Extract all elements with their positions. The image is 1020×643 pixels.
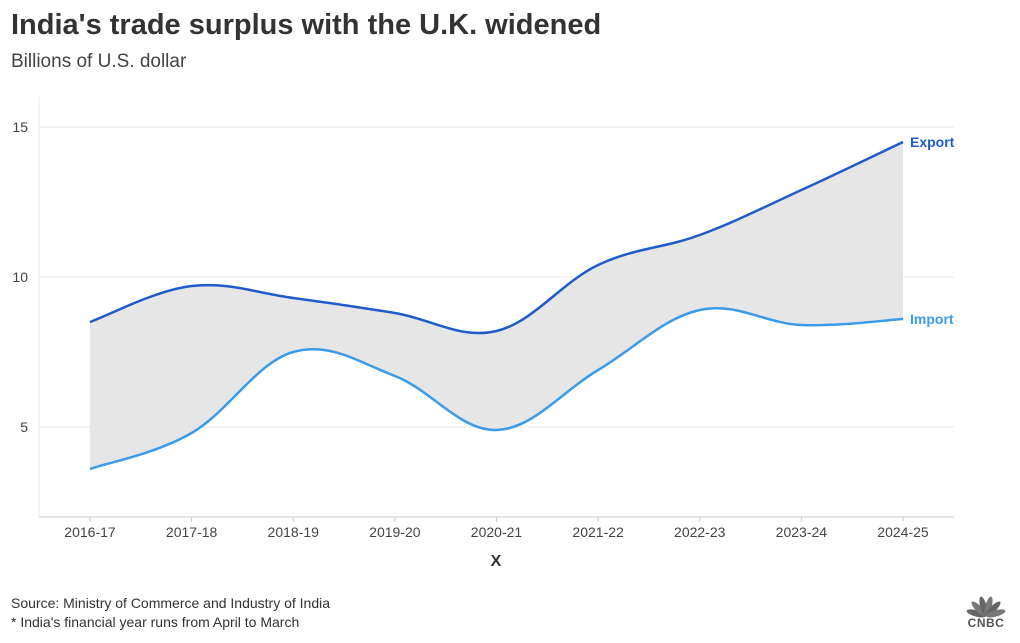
import-series-label: Import [910,311,954,327]
line-layer [89,140,904,471]
peacock-icon [966,596,1006,618]
line-chart: 5 10 15 2016-17 2017-18 2018-19 2019-20 2020-21… [12,97,955,570]
x-tick-label: 2020-21 [471,524,523,540]
y-tick-label: 10 [12,269,28,285]
x-tick-label: 2024-25 [877,524,929,540]
x-tick-label: 2018-19 [268,524,320,540]
logo-text: CNBC [967,616,1005,630]
surplus-band [90,142,903,469]
cnbc-logo: CNBC [962,594,1010,634]
export-series-label: Export [910,134,955,150]
x-tick-label: 2019-20 [369,524,421,540]
x-tick-label: 2023-24 [776,524,828,540]
import-line [89,306,904,471]
x-axis-title: X [491,553,502,570]
chart-title: India's trade surplus with the U.K. wide… [11,9,602,41]
area-layer [90,142,903,469]
x-tick-label: 2022-23 [674,524,726,540]
financial-year-note: * India's financial year runs from April… [11,614,300,630]
x-tick-label: 2021-22 [572,524,624,540]
y-tick-label: 5 [20,419,28,435]
y-tick-label: 15 [12,119,28,135]
chart-subtitle: Billions of U.S. dollar [11,51,187,72]
x-tick-label: 2016-17 [64,524,116,540]
export-line [89,140,904,335]
source-note: Source: Ministry of Commerce and Industr… [11,595,331,611]
label-layer: 5 10 15 2016-17 2017-18 2018-19 2019-20 2020-21… [12,119,954,570]
x-tick-label: 2017-18 [166,524,218,540]
